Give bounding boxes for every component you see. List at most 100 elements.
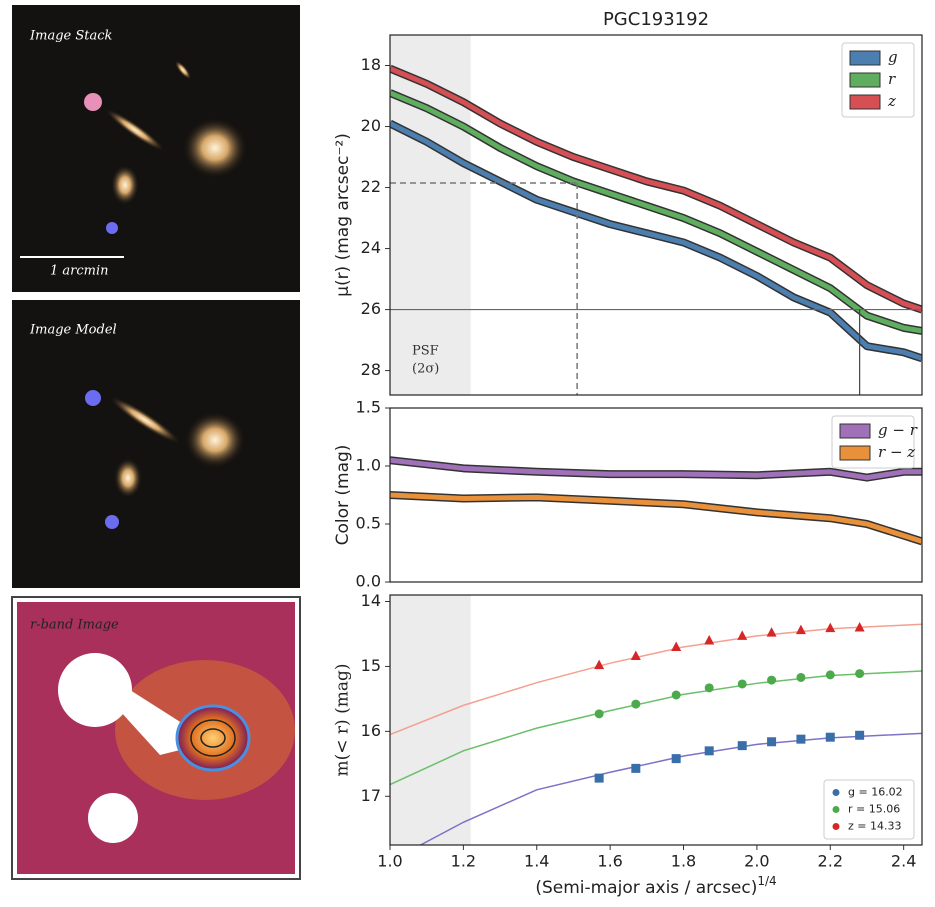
y-axis-label: μ(r) (mag arcsec⁻²) xyxy=(333,133,353,297)
psf-region xyxy=(390,595,471,845)
legend-swatch xyxy=(839,445,871,461)
y-tick-label: 0.0 xyxy=(356,572,381,591)
psf-label: (2σ) xyxy=(412,362,439,377)
image-label: Image Stack xyxy=(29,29,113,44)
fit-line xyxy=(418,732,922,845)
image-label: Image Model xyxy=(29,323,117,338)
point xyxy=(796,734,806,744)
x-axis-label-exponent: 1/4 xyxy=(757,874,776,888)
star xyxy=(85,390,101,406)
galaxy xyxy=(183,118,247,178)
galaxy xyxy=(111,165,139,205)
point xyxy=(766,627,777,637)
band xyxy=(390,492,922,544)
x-axis-label-text: (Semi-major axis / arcsec) xyxy=(535,878,757,898)
band xyxy=(390,121,922,361)
legend-label: r − z xyxy=(878,443,915,461)
x-tick-label: 1.8 xyxy=(671,852,696,871)
star xyxy=(106,222,118,234)
y-tick-label: 1.5 xyxy=(356,398,381,417)
plot-area xyxy=(390,456,922,546)
point xyxy=(796,672,806,682)
psf-label: PSF xyxy=(412,344,439,359)
point xyxy=(671,690,681,700)
point xyxy=(767,675,777,685)
legend-label: z xyxy=(887,92,896,110)
point xyxy=(704,683,714,693)
galaxy xyxy=(105,108,165,152)
y-tick-label: 20 xyxy=(361,116,381,135)
x-tick-label: 2.2 xyxy=(818,852,843,871)
y-tick-label: 16 xyxy=(361,721,381,740)
image-stack-panel: Image Stack 1 arcmin xyxy=(12,5,300,292)
y-tick-label: 18 xyxy=(361,55,381,74)
galaxy xyxy=(185,412,245,468)
galaxy xyxy=(174,60,192,80)
band xyxy=(390,66,922,312)
image-model-panel: Image Model xyxy=(12,300,300,588)
legend-marker xyxy=(832,806,840,813)
fit-line xyxy=(390,623,922,736)
legend-swatch xyxy=(849,94,881,110)
fit-line xyxy=(390,670,922,786)
point xyxy=(631,699,641,709)
point xyxy=(631,763,641,773)
legend-label: g xyxy=(888,48,898,66)
y-axis-label: Color (mag) xyxy=(333,445,353,546)
point xyxy=(671,641,682,651)
isophotes xyxy=(190,719,236,757)
y-tick-label: 24 xyxy=(361,238,381,257)
y-tick-label: 1.0 xyxy=(356,456,381,475)
image-label: r-band Image xyxy=(30,618,119,633)
y-tick-label: 0.5 xyxy=(356,514,381,533)
legend-label: z = 14.33 xyxy=(848,820,901,833)
point xyxy=(704,746,714,756)
isophotes xyxy=(200,728,226,748)
point xyxy=(594,709,604,719)
x-tick-label: 1.2 xyxy=(451,852,476,871)
y-tick-label: 15 xyxy=(361,656,381,675)
point xyxy=(854,621,865,632)
y-tick-label: 28 xyxy=(361,360,381,379)
point xyxy=(795,624,806,635)
legend-marker xyxy=(832,789,840,796)
point xyxy=(704,634,715,645)
band xyxy=(390,457,922,481)
mask xyxy=(58,653,132,727)
point xyxy=(737,630,748,640)
y-tick-label: 17 xyxy=(361,786,381,805)
legend-marker xyxy=(832,823,840,830)
x-tick-label: 1.4 xyxy=(524,852,549,871)
legend-swatch xyxy=(849,50,881,66)
chart-title: PGC193192 xyxy=(603,9,709,30)
point xyxy=(855,730,865,740)
mask xyxy=(88,793,138,843)
point xyxy=(825,732,835,742)
axes-frame xyxy=(389,407,923,583)
axes-frame xyxy=(389,594,923,846)
y-tick-label: 14 xyxy=(361,591,381,610)
r-band-panel: r-band Image xyxy=(11,596,301,880)
scale-label: 1 arcmin xyxy=(50,264,109,279)
x-tick-label: 2.4 xyxy=(891,852,916,871)
legend-swatch xyxy=(839,423,871,439)
image-background xyxy=(12,300,300,588)
point xyxy=(825,622,836,633)
point xyxy=(737,741,747,751)
band xyxy=(390,90,922,334)
y-tick-label: 22 xyxy=(361,177,381,196)
x-tick-label: 1.6 xyxy=(597,852,622,871)
x-tick-label: 1.0 xyxy=(377,852,402,871)
galaxy xyxy=(114,458,142,498)
point xyxy=(671,754,681,764)
point xyxy=(855,669,865,679)
point xyxy=(737,679,747,689)
legend-box xyxy=(823,779,915,840)
y-tick-label: 26 xyxy=(361,299,381,318)
point xyxy=(630,650,641,661)
legend-label: g = 16.02 xyxy=(848,786,903,799)
star xyxy=(105,515,119,529)
legend-label: r = 15.06 xyxy=(848,803,900,816)
